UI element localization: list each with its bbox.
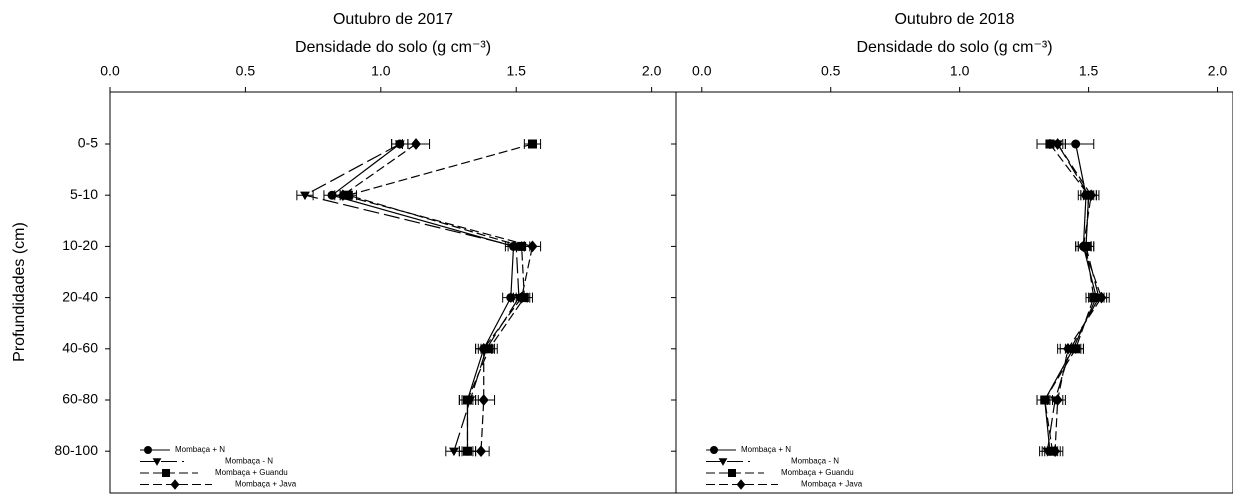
x-axis-label: Densidade do solo (g cm⁻³): [295, 39, 491, 56]
y-tick-label: 10-20: [62, 237, 98, 253]
marker: [710, 446, 718, 454]
marker: [337, 189, 348, 202]
series-line: [303, 143, 520, 452]
marker: [478, 394, 489, 406]
legend-label: Mombaça - N: [225, 457, 273, 466]
marker: [728, 469, 736, 477]
chart-title: Outubro de 2017: [333, 11, 453, 28]
marker: [144, 446, 152, 454]
marker: [1086, 189, 1097, 202]
y-tick-label: 60-80: [62, 391, 98, 407]
marker: [462, 395, 472, 405]
x-tick-label: 1.0: [371, 63, 391, 79]
y-tick-label: 20-40: [62, 288, 98, 304]
marker: [1040, 395, 1050, 405]
marker: [476, 445, 486, 458]
marker: [170, 479, 180, 490]
marker: [300, 191, 310, 201]
x-tick-label: 0.5: [821, 63, 841, 79]
marker: [1096, 291, 1107, 304]
x-tick-label: 0.0: [692, 63, 712, 79]
marker: [1050, 445, 1061, 458]
marker: [478, 342, 489, 355]
marker: [516, 291, 527, 304]
x-tick-label: 1.0: [950, 63, 970, 79]
legend-label: Mombaça + N: [175, 445, 225, 454]
marker: [411, 138, 421, 150]
legend-label: Mombaça + Guandu: [215, 468, 288, 477]
legend-label: Mombaça + Guandu: [781, 468, 854, 477]
y-tick-label: 80-100: [54, 442, 98, 458]
y-axis-label: Profundidades (cm): [11, 222, 28, 362]
x-tick-label: 2.0: [642, 63, 662, 79]
marker: [162, 469, 170, 477]
chart-title: Outubro de 2018: [894, 11, 1014, 28]
x-tick-label: 1.5: [506, 63, 526, 79]
marker: [1052, 138, 1063, 150]
marker: [448, 447, 459, 457]
plot-frame: [675, 91, 1233, 494]
legend-label: Mombaça + Java: [235, 480, 297, 489]
x-tick-label: 0.5: [236, 63, 256, 79]
x-tick-label: 2.0: [1208, 63, 1228, 79]
marker: [1078, 240, 1089, 253]
marker: [527, 139, 537, 149]
legend-label: Mombaça - N: [791, 457, 839, 466]
marker: [1052, 394, 1063, 406]
y-tick-label: 0-5: [78, 135, 98, 151]
marker: [718, 458, 728, 466]
marker: [736, 479, 746, 490]
marker: [517, 241, 527, 251]
plot-frame: [109, 91, 677, 494]
legend-label: Mombaça + Java: [801, 480, 863, 489]
marker: [462, 446, 472, 456]
x-tick-label: 1.5: [1079, 63, 1099, 79]
marker: [1071, 139, 1081, 149]
series-line: [330, 143, 515, 452]
marker: [527, 240, 538, 253]
marker: [152, 458, 162, 466]
y-tick-label: 5-10: [70, 186, 98, 202]
x-tick-label: 0.0: [100, 63, 120, 79]
y-tick-label: 40-60: [62, 340, 98, 356]
marker: [1063, 342, 1073, 355]
x-axis-label: Densidade do solo (g cm⁻³): [856, 39, 1052, 56]
legend-label: Mombaça + N: [741, 445, 791, 454]
